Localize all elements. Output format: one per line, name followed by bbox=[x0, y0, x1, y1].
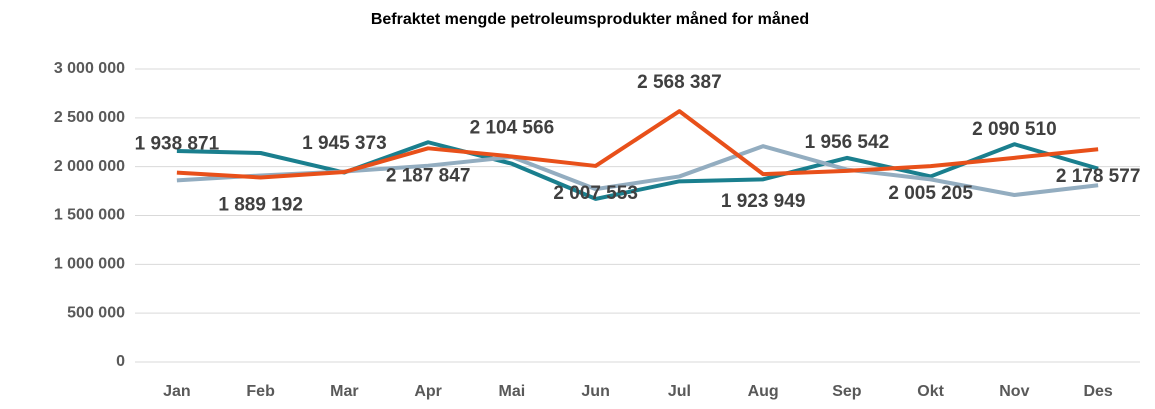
data-label: 1 889 192 bbox=[218, 195, 303, 216]
x-tick-label: Okt bbox=[917, 383, 944, 400]
data-label: 2 005 205 bbox=[888, 183, 973, 204]
series-line bbox=[176, 140, 1099, 201]
x-tick-label: Apr bbox=[414, 383, 442, 400]
y-tick-label: 2 000 000 bbox=[54, 158, 125, 175]
x-tick-label: Jul bbox=[668, 383, 691, 400]
x-tick-label: Des bbox=[1083, 383, 1112, 400]
y-tick-label: 1 500 000 bbox=[54, 207, 125, 224]
data-label: 2 568 387 bbox=[637, 72, 722, 93]
data-label: 2 178 577 bbox=[1056, 166, 1141, 187]
data-label: 1 923 949 bbox=[721, 191, 806, 212]
data-label: 2 090 510 bbox=[972, 119, 1057, 140]
y-tick-label: 3 000 000 bbox=[54, 60, 125, 77]
chart-title: Befraktet mengde petroleumsprodukter mån… bbox=[371, 10, 809, 28]
x-tick-label: Mar bbox=[330, 383, 358, 400]
series-line bbox=[176, 109, 1099, 180]
x-tick-label: Jun bbox=[581, 383, 609, 400]
x-tick-label: Nov bbox=[999, 383, 1029, 400]
y-tick-label: 2 500 000 bbox=[54, 109, 125, 126]
data-label: 1 945 373 bbox=[302, 133, 387, 154]
x-tick-label: Feb bbox=[246, 383, 275, 400]
x-tick-label: Sep bbox=[832, 383, 862, 400]
data-label: 2 007 553 bbox=[553, 183, 638, 204]
x-tick-label: Mai bbox=[499, 383, 526, 400]
data-label: 2 187 847 bbox=[386, 165, 471, 186]
y-tick-label: 0 bbox=[116, 353, 125, 370]
data-label: 1 956 542 bbox=[805, 132, 890, 153]
y-tick-label: 1 000 000 bbox=[54, 256, 125, 273]
y-tick-label: 500 000 bbox=[67, 304, 125, 321]
data-label: 2 104 566 bbox=[470, 117, 555, 138]
data-label: 1 938 871 bbox=[135, 134, 220, 155]
x-tick-label: Aug bbox=[748, 383, 779, 400]
x-tick-label: Jan bbox=[163, 383, 191, 400]
